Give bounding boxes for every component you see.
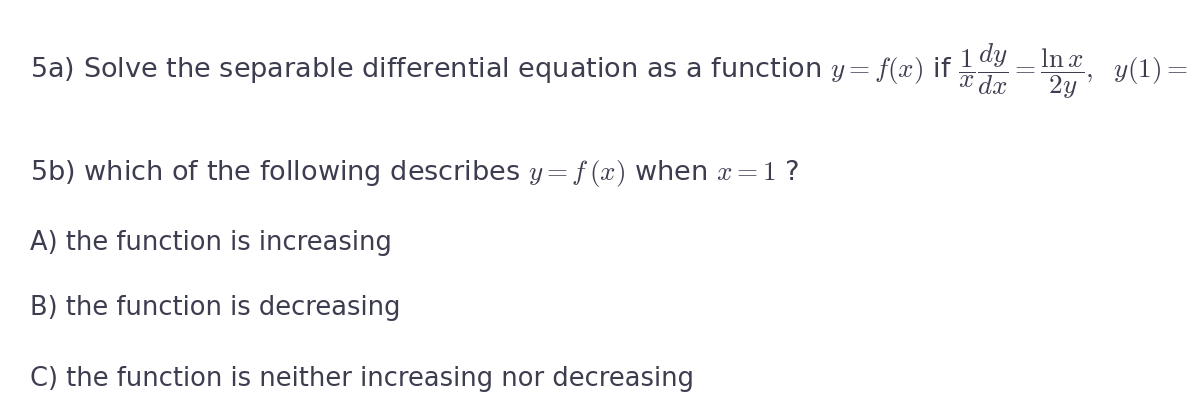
- Text: A) the function is increasing: A) the function is increasing: [30, 230, 392, 256]
- Text: 5b) which of the following describes $y = f\,(x)$ when $x = 1$ ?: 5b) which of the following describes $y …: [30, 158, 799, 189]
- Text: B) the function is decreasing: B) the function is decreasing: [30, 295, 401, 321]
- Text: C) the function is neither increasing nor decreasing: C) the function is neither increasing no…: [30, 366, 694, 392]
- Text: 5a) Solve the separable differential equation as a function $y = f(x)$ if $\dfra: 5a) Solve the separable differential equ…: [30, 42, 1200, 101]
